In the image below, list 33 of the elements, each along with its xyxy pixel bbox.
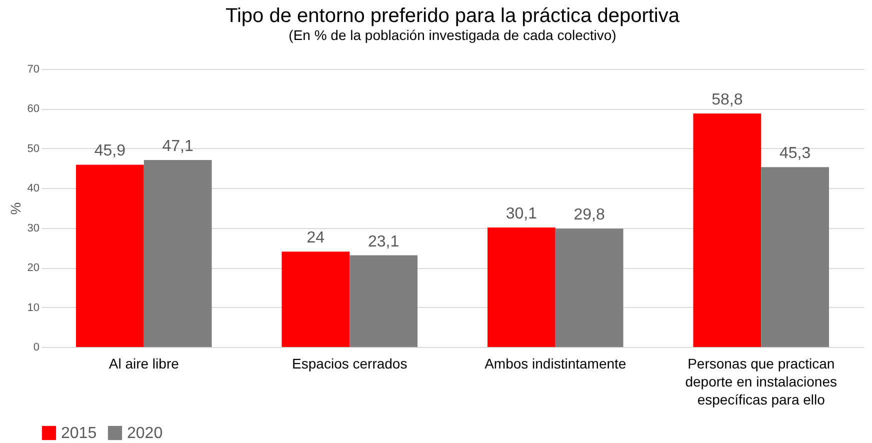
chart-title: Tipo de entorno preferido para la práctica deportiva xyxy=(226,5,680,27)
bar xyxy=(555,228,624,347)
y-tick-label: 70 xyxy=(27,64,40,76)
data-label: 45,9 xyxy=(94,142,126,160)
data-label: 45,3 xyxy=(780,145,811,162)
data-label: 29,8 xyxy=(574,206,605,224)
data-label: 23,1 xyxy=(368,233,400,250)
x-tick-label: Ambos indistintamente xyxy=(484,356,626,372)
legend-label: 2015 xyxy=(61,425,97,442)
y-tick-label: 60 xyxy=(27,103,40,116)
y-tick-label: 30 xyxy=(27,222,40,234)
data-label: 58,8 xyxy=(712,91,743,108)
bar xyxy=(761,167,830,347)
y-tick-label: 50 xyxy=(27,142,40,155)
data-label: 47,1 xyxy=(162,138,194,155)
bar xyxy=(693,113,762,347)
y-axis-title: % xyxy=(7,202,24,215)
x-tick-label: Espacios cerrados xyxy=(292,356,408,372)
bar xyxy=(487,227,556,347)
data-label: 30,1 xyxy=(506,205,538,222)
data-label: 24 xyxy=(306,230,325,247)
bar xyxy=(76,164,144,347)
y-tick-label: 10 xyxy=(27,302,40,314)
legend-label: 2020 xyxy=(127,425,163,442)
bar xyxy=(350,255,418,347)
x-tick-label: Personas que practican deporte en instalaciones específicas para ello xyxy=(685,356,838,408)
chart-subtitle: (En % de la población investigada de cada colectivo) xyxy=(288,27,616,43)
y-tick-label: 0 xyxy=(33,342,40,354)
bar xyxy=(144,160,212,347)
x-tick-label: Al aire libre xyxy=(108,356,180,372)
y-tick-label: 20 xyxy=(27,262,40,274)
y-tick-label: 40 xyxy=(27,182,40,195)
bar xyxy=(282,252,350,347)
